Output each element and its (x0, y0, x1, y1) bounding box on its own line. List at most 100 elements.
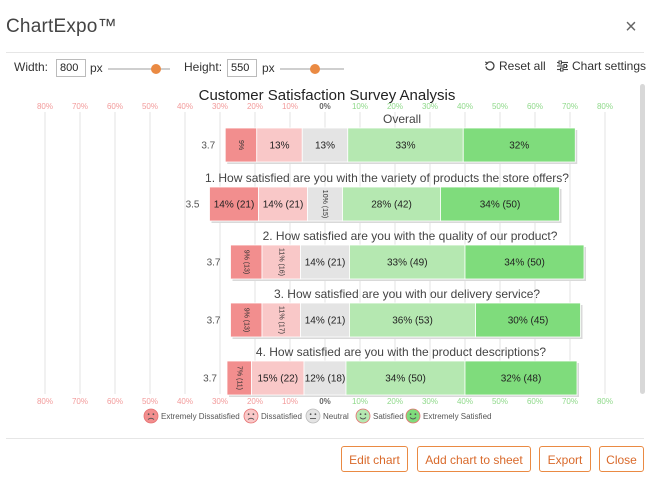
bar-segment[interactable] (440, 186, 560, 222)
reset-all-label: Reset all (499, 59, 546, 73)
axis-tick-label-top: 40% (457, 102, 473, 111)
axis-tick-label-bottom: 0% (319, 397, 331, 406)
bar-segment[interactable] (300, 244, 350, 280)
data-label: 10% (15) (321, 190, 328, 218)
bar-segment[interactable] (230, 244, 263, 280)
axis-tick-label-bottom: 30% (422, 397, 438, 406)
dialog-header: ChartExpo™ × (0, 0, 650, 54)
app-title: ChartExpo™ (6, 16, 117, 37)
face-eye (252, 413, 255, 416)
bar-segment[interactable] (224, 127, 258, 163)
axis-tick-label-top: 40% (177, 102, 193, 111)
legend-label: Neutral (323, 412, 349, 421)
chart-title: Customer Satisfaction Survey Analysis (199, 87, 456, 104)
bar-segment[interactable] (464, 244, 585, 280)
bar-segment[interactable] (464, 360, 578, 396)
data-label: 9% (13) (242, 250, 249, 275)
header-divider (6, 52, 644, 53)
face-eye (152, 413, 155, 416)
bar-segment[interactable] (301, 127, 349, 163)
reset-all-button[interactable]: Reset all (484, 59, 546, 73)
data-label: 9% (13) (242, 308, 249, 333)
edit-chart-button[interactable]: Edit chart (341, 446, 408, 472)
data-label: 33% (395, 141, 415, 152)
bar-segment[interactable] (251, 360, 305, 396)
data-label: 13% (315, 141, 335, 152)
close-button[interactable]: Close (599, 446, 644, 472)
height-unit: px (262, 61, 275, 75)
reset-icon (484, 61, 495, 71)
data-label: 34% (50) (385, 374, 426, 385)
bar-segment[interactable] (462, 127, 576, 163)
neutral-face-icon (305, 408, 321, 424)
axis-tick-label-top: 80% (597, 102, 613, 111)
legend-label: Satisfied (373, 412, 404, 421)
bar-segment[interactable] (347, 127, 464, 163)
bar-segment[interactable] (475, 302, 581, 338)
data-label: 30% (45) (508, 316, 549, 327)
axis-tick-label-bottom: 30% (212, 397, 228, 406)
data-label: 33% (49) (387, 258, 428, 269)
bar-segment[interactable] (209, 186, 259, 222)
data-label: 15% (22) (257, 374, 298, 385)
bar-segment[interactable] (349, 302, 476, 338)
score-label: 3.7 (207, 258, 221, 269)
width-slider[interactable] (108, 64, 170, 74)
axis-tick-label-top: 70% (562, 102, 578, 111)
data-label: 28% (42) (371, 200, 412, 211)
data-label: 14% (21) (263, 200, 304, 211)
question-title: 4. How satisfied are you with the produc… (256, 345, 546, 359)
face-mouth (247, 417, 255, 420)
axis-tick-label-bottom: 50% (142, 397, 158, 406)
axis-tick-label-bottom: 40% (177, 397, 193, 406)
data-label: 9% (237, 140, 244, 150)
face-eye (364, 413, 367, 416)
bar-segment[interactable] (261, 244, 301, 280)
height-slider[interactable] (280, 64, 344, 74)
face-eye (247, 413, 250, 416)
height-input[interactable] (227, 59, 257, 77)
axis-tick-label-bottom: 70% (562, 397, 578, 406)
axis-tick-label-bottom: 60% (107, 397, 123, 406)
vertical-scrollbar[interactable] (640, 84, 645, 394)
width-label: Width: (14, 60, 49, 74)
height-slider-knob[interactable] (310, 64, 321, 74)
bar-segment[interactable] (261, 302, 301, 338)
data-label: 32% (48) (501, 374, 542, 385)
face-mouth (409, 417, 417, 420)
width-slider-knob[interactable] (151, 64, 162, 74)
bar-segment[interactable] (342, 186, 441, 222)
data-label: 34% (50) (480, 200, 521, 211)
face-eye (414, 413, 417, 416)
axis-tick-label-top: 30% (212, 102, 228, 111)
bar-segment[interactable] (349, 244, 466, 280)
face-eye (359, 413, 362, 416)
score-label: 3.7 (207, 316, 221, 327)
bar-segment[interactable] (345, 360, 466, 396)
axis-tick-label-top: 20% (387, 102, 403, 111)
face-eye (314, 413, 317, 416)
bar-segment[interactable] (230, 302, 263, 338)
chart-settings-button[interactable]: Chart settings (556, 59, 646, 73)
score-label: 3.7 (201, 141, 215, 152)
axis-tick-label-top: 70% (72, 102, 88, 111)
data-label: 11% (17) (277, 306, 284, 334)
sad-face-icon (143, 408, 159, 424)
data-label: 13% (269, 141, 289, 152)
bar-segment[interactable] (258, 186, 308, 222)
axis-tick-label-bottom: 20% (387, 397, 403, 406)
data-label: 14% (21) (305, 258, 346, 269)
data-label: 14% (21) (305, 316, 346, 327)
bar-segment[interactable] (303, 360, 347, 396)
width-input[interactable] (56, 59, 86, 77)
axis-tick-label-top: 10% (282, 102, 298, 111)
bar-segment[interactable] (307, 186, 343, 222)
add-chart-to-sheet-button[interactable]: Add chart to sheet (417, 446, 531, 472)
axis-tick-label-top: 10% (352, 102, 368, 111)
legend-label: Extremely Dissatisfied (161, 412, 240, 421)
survey-chart: Customer Satisfaction Survey Analysis 80%… (37, 87, 613, 424)
sad-face-icon (243, 408, 259, 424)
export-button[interactable]: Export (539, 446, 591, 472)
face-eye (309, 413, 312, 416)
close-icon[interactable]: × (625, 16, 637, 38)
